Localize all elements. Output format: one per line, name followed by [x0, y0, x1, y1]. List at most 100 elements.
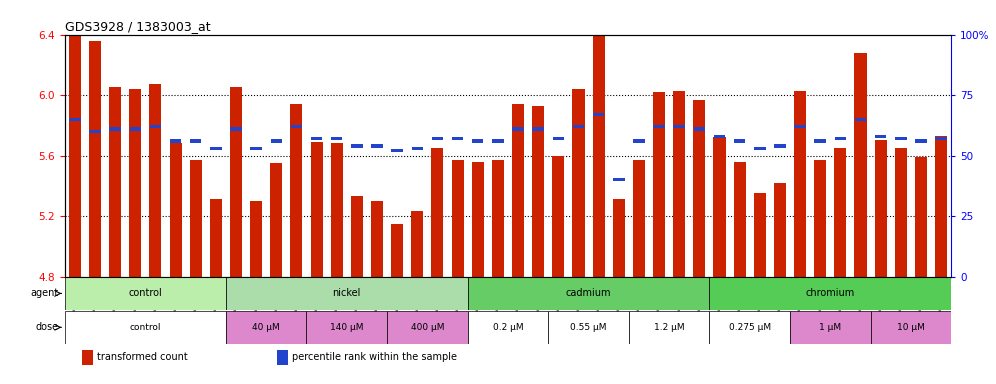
- Bar: [411, 147, 423, 150]
- Bar: [210, 147, 221, 150]
- FancyBboxPatch shape: [709, 311, 790, 344]
- Bar: [613, 178, 624, 181]
- Bar: [110, 127, 121, 131]
- Bar: [653, 125, 664, 128]
- Bar: [774, 183, 786, 276]
- Bar: [754, 193, 766, 276]
- Bar: [472, 139, 483, 143]
- Bar: [149, 84, 161, 276]
- Bar: [874, 134, 886, 138]
- Bar: [291, 104, 303, 276]
- Bar: [431, 148, 443, 276]
- Text: 1 μM: 1 μM: [820, 323, 842, 332]
- Bar: [411, 212, 423, 276]
- Bar: [754, 147, 766, 150]
- Bar: [552, 156, 565, 276]
- Bar: [915, 157, 927, 276]
- FancyBboxPatch shape: [65, 277, 226, 310]
- Bar: [734, 162, 746, 276]
- Text: agent: agent: [31, 288, 59, 298]
- Bar: [795, 125, 806, 128]
- Bar: [230, 88, 242, 276]
- FancyBboxPatch shape: [871, 311, 951, 344]
- Bar: [391, 223, 403, 276]
- Text: cadmium: cadmium: [566, 288, 612, 298]
- Bar: [794, 91, 806, 276]
- FancyBboxPatch shape: [307, 311, 387, 344]
- Bar: [633, 139, 644, 143]
- Bar: [915, 139, 926, 143]
- Text: 400 μM: 400 μM: [410, 323, 444, 332]
- Bar: [532, 106, 544, 276]
- Bar: [855, 118, 867, 121]
- Bar: [431, 137, 443, 140]
- Text: nickel: nickel: [333, 288, 361, 298]
- Bar: [291, 125, 302, 128]
- Bar: [230, 127, 242, 131]
- Text: 0.2 μM: 0.2 μM: [493, 323, 523, 332]
- Bar: [593, 0, 605, 276]
- Bar: [351, 196, 363, 276]
- Bar: [472, 162, 484, 276]
- Bar: [935, 137, 947, 140]
- FancyBboxPatch shape: [468, 277, 709, 310]
- Bar: [452, 137, 463, 140]
- Bar: [250, 147, 262, 150]
- Bar: [331, 144, 343, 276]
- Bar: [895, 137, 906, 140]
- Bar: [311, 137, 323, 140]
- Text: percentile rank within the sample: percentile rank within the sample: [292, 352, 457, 362]
- FancyBboxPatch shape: [628, 311, 709, 344]
- Bar: [512, 104, 524, 276]
- Bar: [693, 127, 705, 131]
- Bar: [271, 139, 282, 143]
- Bar: [190, 139, 201, 143]
- Bar: [129, 127, 141, 131]
- Bar: [270, 163, 282, 276]
- Bar: [492, 160, 504, 276]
- Bar: [533, 127, 544, 131]
- Bar: [573, 125, 585, 128]
- Bar: [352, 144, 363, 147]
- Bar: [815, 139, 826, 143]
- Bar: [814, 160, 827, 276]
- Bar: [391, 149, 403, 152]
- FancyBboxPatch shape: [226, 311, 307, 344]
- Bar: [653, 92, 665, 276]
- Bar: [855, 53, 867, 276]
- Bar: [573, 89, 585, 276]
- Bar: [613, 199, 624, 276]
- Bar: [69, 118, 81, 121]
- Text: 0.275 μM: 0.275 μM: [729, 323, 771, 332]
- Bar: [189, 160, 202, 276]
- Bar: [774, 144, 786, 147]
- Bar: [492, 139, 504, 143]
- Bar: [632, 160, 645, 276]
- Bar: [673, 91, 685, 276]
- FancyBboxPatch shape: [790, 311, 871, 344]
- Text: 140 μM: 140 μM: [330, 323, 364, 332]
- Bar: [129, 89, 141, 276]
- FancyBboxPatch shape: [65, 311, 226, 344]
- Bar: [250, 201, 262, 276]
- Bar: [371, 201, 383, 276]
- Bar: [835, 148, 847, 276]
- Bar: [874, 141, 886, 276]
- Bar: [90, 130, 101, 133]
- Text: 10 μM: 10 μM: [897, 323, 925, 332]
- Bar: [835, 137, 847, 140]
- FancyBboxPatch shape: [709, 277, 951, 310]
- Text: GDS3928 / 1383003_at: GDS3928 / 1383003_at: [65, 20, 210, 33]
- FancyBboxPatch shape: [548, 311, 628, 344]
- Bar: [278, 350, 288, 366]
- Bar: [372, 144, 382, 147]
- Bar: [210, 199, 222, 276]
- Text: 1.2 μM: 1.2 μM: [653, 323, 684, 332]
- Text: dose: dose: [36, 322, 59, 332]
- Bar: [713, 137, 725, 276]
- Bar: [894, 148, 906, 276]
- Bar: [734, 139, 745, 143]
- FancyBboxPatch shape: [226, 277, 468, 310]
- Bar: [673, 125, 685, 128]
- Bar: [169, 139, 181, 143]
